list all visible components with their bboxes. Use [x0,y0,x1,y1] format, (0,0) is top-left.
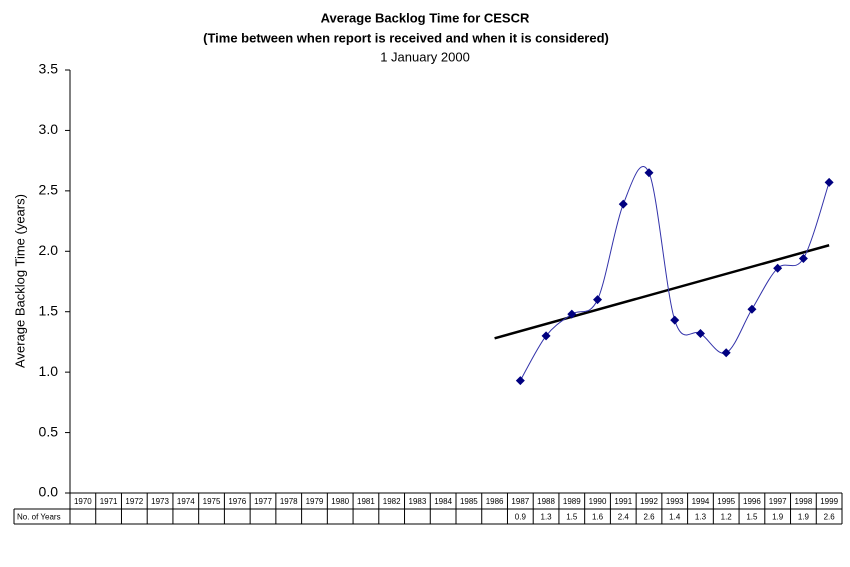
table-value: 2.6 [643,513,655,522]
table-value: 1.3 [695,513,707,522]
x-tick-label: 1974 [177,497,195,506]
table-value: 1.3 [541,513,553,522]
data-point [593,295,603,305]
x-tick-label: 1985 [460,497,478,506]
x-tick-label: 1980 [331,497,349,506]
x-tick-label: 1971 [100,497,118,506]
y-tick-label: 0.5 [39,423,59,439]
table-value: 1.9 [772,513,784,522]
x-tick-label: 1982 [383,497,401,506]
table-value: 0.9 [515,513,527,522]
trendline [494,244,830,340]
x-tick-label: 1970 [74,497,92,506]
chart-title: Average Backlog Time for CESCR [321,10,530,25]
data-point [567,309,577,319]
y-tick-label: 2.5 [39,182,59,198]
x-tick-label: 1992 [640,497,658,506]
x-tick-label: 1972 [125,497,143,506]
x-tick-label: 1978 [280,497,298,506]
x-tick-label: 1983 [409,497,427,506]
y-tick-label: 1.5 [39,302,59,318]
y-tick-label: 3.5 [39,61,59,77]
y-tick-label: 2.0 [39,242,59,258]
x-tick-label: 1981 [357,497,375,506]
data-point [618,199,628,209]
table-value: 2.4 [618,513,630,522]
data-point [798,254,808,264]
x-tick-label: 1999 [820,497,838,506]
table-value: 1.9 [798,513,810,522]
x-tick-label: 1997 [769,497,787,506]
series-line [519,165,830,381]
y-tick-label: 0.0 [39,484,59,500]
x-tick-label: 1988 [537,497,555,506]
table-value: 1.5 [566,513,578,522]
x-tick-label: 1998 [795,497,813,506]
x-tick-label: 1989 [563,497,581,506]
table-value: 1.4 [669,513,681,522]
x-tick-label: 1979 [306,497,324,506]
data-point [773,263,783,273]
x-tick-label: 1986 [486,497,504,506]
x-tick-label: 1975 [203,497,221,506]
table-value: 1.6 [592,513,604,522]
chart-subtitle: 1 January 2000 [380,49,470,64]
data-point [747,304,757,314]
table-value: 2.6 [824,513,836,522]
data-point [721,348,731,358]
x-tick-label: 1987 [511,497,529,506]
chart-subtitle: (Time between when report is received an… [203,30,609,45]
data-point [824,177,834,187]
x-tick-label: 1994 [692,497,710,506]
table-row-label: No. of Years [17,513,61,522]
x-tick-label: 1976 [228,497,246,506]
data-point [541,331,551,341]
data-point [515,376,525,386]
y-tick-label: 1.0 [39,363,59,379]
x-tick-label: 1991 [614,497,632,506]
table-value: 1.5 [746,513,758,522]
x-tick-label: 1973 [151,497,169,506]
x-tick-label: 1993 [666,497,684,506]
y-axis-label: Average Backlog Time (years) [12,194,27,368]
data-point [644,168,654,178]
x-tick-label: 1995 [717,497,735,506]
x-tick-label: 1996 [743,497,761,506]
data-point [670,315,680,325]
x-tick-label: 1984 [434,497,452,506]
x-tick-label: 1977 [254,497,272,506]
x-tick-label: 1990 [589,497,607,506]
y-tick-label: 3.0 [39,121,59,137]
data-point [695,328,705,338]
table-value: 1.2 [721,513,733,522]
